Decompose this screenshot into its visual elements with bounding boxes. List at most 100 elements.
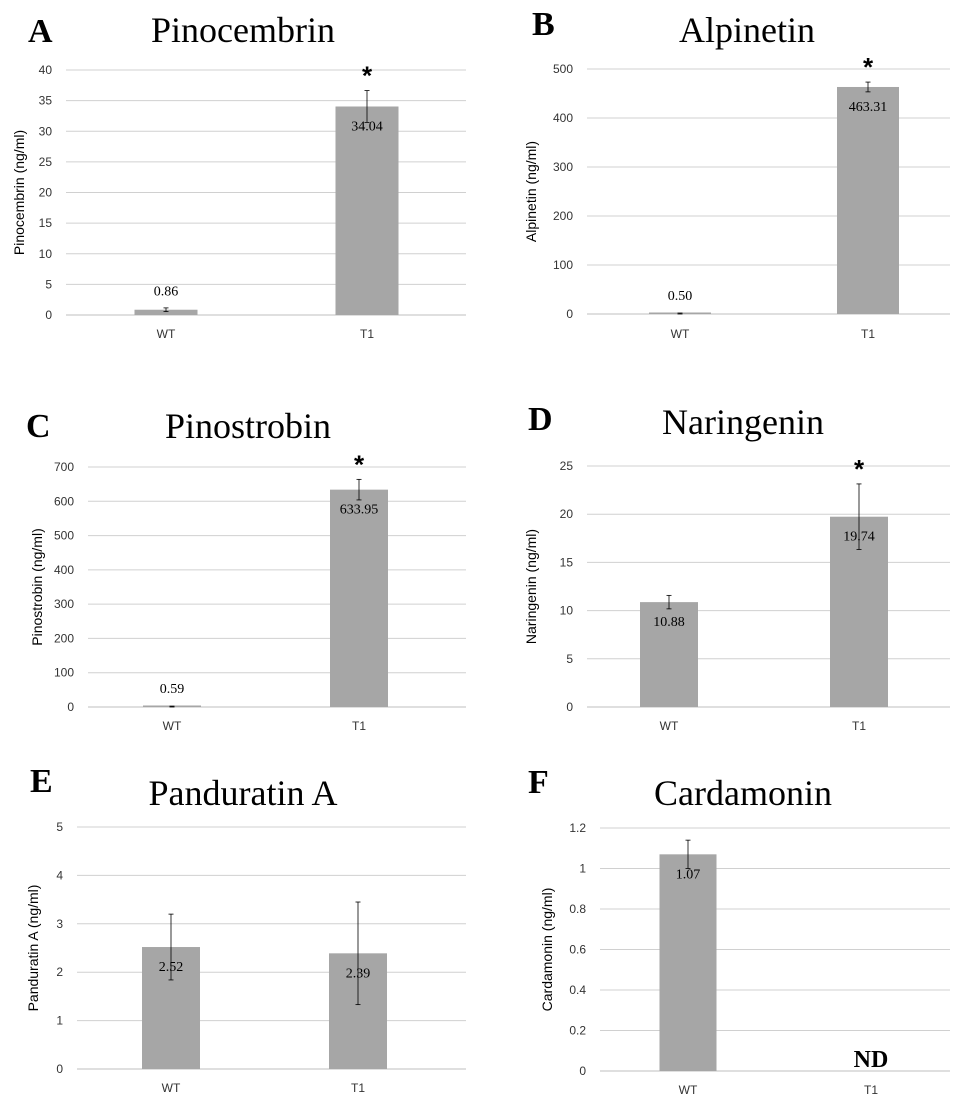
data-label: 10.88 [653, 615, 685, 630]
y-tick-label: 30 [39, 124, 53, 138]
chart-title: Panduratin A [149, 773, 338, 813]
x-tick-label: T1 [861, 327, 875, 341]
y-axis-label: Alpinetin (ng/ml) [523, 141, 539, 242]
x-tick-label: T1 [360, 327, 374, 341]
y-tick-label: 0 [67, 700, 74, 714]
y-axis-label: Cardamonin (ng/ml) [539, 888, 555, 1012]
y-tick-label: 1 [56, 1014, 63, 1028]
significance-marker: * [854, 454, 865, 484]
y-tick-label: 3 [56, 917, 63, 931]
y-tick-label: 500 [553, 62, 573, 76]
x-tick-label: WT [162, 1081, 181, 1095]
y-tick-label: 25 [560, 459, 574, 473]
significance-marker: * [362, 61, 373, 91]
y-tick-label: 0.8 [569, 902, 586, 916]
y-tick-label: 300 [553, 160, 573, 174]
panel-letter: D [528, 401, 553, 438]
chart-panel-b: B Alpinetin 0 100 200 300 400 500 Alpinetin (ng/… [523, 6, 950, 341]
chart-title: Cardamonin [654, 773, 832, 813]
y-tick-label: 5 [56, 820, 63, 834]
y-axis-label: Pinostrobin (ng/ml) [29, 528, 45, 646]
y-tick-label: 0 [579, 1064, 586, 1078]
data-label: 1.07 [676, 867, 701, 882]
panel-letter: F [528, 764, 549, 801]
data-label: 0.50 [668, 289, 693, 304]
data-label: 0.59 [160, 682, 185, 697]
y-tick-label: 4 [56, 868, 63, 882]
y-axis-label: Panduratin A (ng/ml) [25, 885, 41, 1012]
chart-title: Pinostrobin [165, 406, 331, 446]
not-detected-label: ND [854, 1047, 889, 1073]
chart-panel-a: A Pinocembrin 0 5 10 15 20 25 30 35 40 Pinocembrin … [11, 10, 466, 341]
bar [335, 106, 399, 315]
y-tick-label: 500 [54, 529, 74, 543]
x-tick-label: T1 [852, 719, 866, 733]
panel-letter: C [26, 408, 51, 445]
x-tick-label: WT [679, 1083, 698, 1095]
y-tick-label: 0 [56, 1062, 63, 1076]
data-label: 633.95 [340, 503, 379, 518]
y-tick-label: 5 [45, 277, 52, 291]
y-tick-label: 10 [39, 247, 53, 261]
significance-marker: * [354, 449, 365, 479]
y-tick-label: 300 [54, 597, 74, 611]
panel-letter: E [30, 763, 53, 800]
chart-title: Pinocembrin [151, 10, 335, 50]
y-axis-label: Pinocembrin (ng/ml) [11, 130, 27, 255]
data-label: 34.04 [351, 120, 383, 135]
y-axis-label: Naringenin (ng/ml) [523, 529, 539, 644]
y-tick-label: 2 [56, 965, 63, 979]
chart-panel-e: E Panduratin A 0 1 2 3 4 5 Panduratin A (ng/ml) W… [25, 763, 466, 1095]
panel-letter: A [28, 13, 53, 50]
y-tick-label: 15 [39, 216, 53, 230]
x-tick-label: T1 [352, 719, 366, 733]
y-tick-label: 40 [39, 63, 53, 77]
y-tick-label: 15 [560, 555, 574, 569]
y-tick-label: 600 [54, 494, 74, 508]
y-tick-label: 200 [553, 209, 573, 223]
data-label: 19.74 [843, 530, 875, 545]
y-tick-label: 0.2 [569, 1024, 586, 1038]
y-tick-label: 0.4 [569, 983, 586, 997]
y-tick-label: 20 [560, 507, 574, 521]
y-tick-label: 10 [560, 604, 574, 618]
chart-panel-c: C Pinostrobin 0 100 200 300 400 500 600 700 Pinost… [26, 406, 466, 733]
bar [659, 854, 717, 1071]
data-label: 0.86 [154, 285, 179, 300]
significance-marker: * [863, 52, 874, 82]
y-tick-label: 20 [39, 186, 53, 200]
y-tick-label: 35 [39, 94, 53, 108]
y-tick-label: 0 [45, 308, 52, 322]
x-tick-label: WT [671, 327, 690, 341]
chart-panel-f: F Cardamonin 0 0.2 0.4 0.6 0.8 1 1.2 Cardamonin (… [528, 764, 950, 1095]
bar [640, 602, 698, 707]
bar [134, 309, 198, 315]
x-tick-label: WT [157, 327, 176, 341]
y-tick-label: 5 [566, 652, 573, 666]
y-tick-label: 100 [54, 666, 74, 680]
y-tick-label: 0 [566, 307, 573, 321]
x-tick-label: WT [163, 719, 182, 733]
chart-title: Naringenin [662, 402, 824, 442]
panel-letter: B [532, 6, 555, 43]
y-tick-label: 200 [54, 631, 74, 645]
data-label: 2.39 [346, 966, 371, 981]
y-tick-label: 700 [54, 460, 74, 474]
x-tick-label: T1 [351, 1081, 365, 1095]
y-tick-label: 1 [579, 862, 586, 876]
data-label: 463.31 [849, 100, 888, 115]
y-tick-label: 25 [39, 155, 53, 169]
y-tick-label: 400 [54, 563, 74, 577]
y-tick-label: 400 [553, 111, 573, 125]
x-tick-label: WT [660, 719, 679, 733]
bar [330, 489, 388, 707]
x-tick-label: T1 [864, 1083, 878, 1095]
y-tick-label: 100 [553, 258, 573, 272]
y-tick-label: 0.6 [569, 943, 586, 957]
y-tick-label: 1.2 [569, 821, 586, 835]
bar [837, 86, 899, 314]
data-label: 2.52 [159, 960, 184, 975]
chart-panel-d: D Naringenin 0 5 10 15 20 25 Naringenin (ng/ml) W… [523, 401, 950, 733]
chart-title: Alpinetin [679, 10, 815, 50]
